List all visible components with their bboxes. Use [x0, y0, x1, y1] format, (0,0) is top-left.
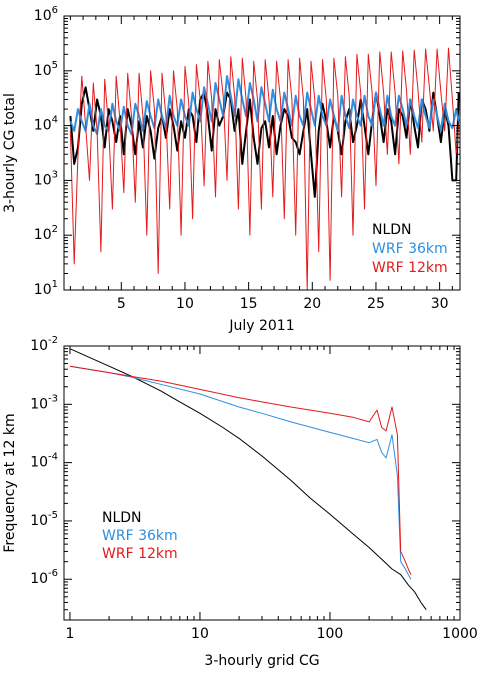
top-series-wrf36-line: [69, 75, 460, 136]
top-x-tick-label: 10: [176, 296, 194, 312]
top-series-wrf12-line: [69, 47, 460, 290]
bottom-legend-wrf12: WRF 12km: [102, 546, 178, 562]
bottom-y-tick-label: 10-6: [30, 568, 58, 587]
bottom-x-tick-label: 1: [65, 626, 74, 642]
top-x-tick-label: 25: [367, 296, 385, 312]
top-y-axis-title: 3-hourly CG total: [2, 93, 18, 213]
top-y-tick-label: 104: [34, 115, 58, 134]
top-legend-nldn: NLDN: [372, 222, 412, 238]
top-panel: 5 10 15 20 25 30 101 102 103 104 105 106 July 2011…: [2, 5, 461, 334]
bottom-series-wrf12-line: [69, 365, 412, 575]
top-x-ticks: 5 10 15 20 25 30: [69, 16, 453, 312]
top-series-nldn-line: [69, 86, 460, 198]
bottom-y-axis-title: Frequency at 12 km: [2, 413, 18, 552]
bottom-series-nldn-line: [69, 348, 427, 610]
top-y-tick-label: 103: [34, 169, 58, 188]
bottom-panel: 1 10 100 1000 10-2 10-3 10-4 10-5 10-6 3-hourly…: [2, 335, 478, 669]
top-y-tick-label: 105: [34, 60, 58, 79]
bottom-legend: NLDN WRF 36km WRF 12km: [102, 510, 178, 562]
bottom-axes-frame: [63, 345, 461, 621]
top-x-tick-label: 20: [303, 296, 321, 312]
bottom-legend-nldn: NLDN: [102, 510, 142, 526]
top-legend-wrf12: WRF 12km: [372, 260, 448, 276]
top-y-tick-label: 102: [34, 224, 58, 243]
bottom-y-tick-label: 10-3: [30, 393, 58, 412]
bottom-y-tick-label: 10-4: [30, 452, 58, 471]
bottom-x-tick-label: 10: [191, 626, 209, 642]
bottom-legend-wrf36: WRF 36km: [102, 528, 178, 544]
bottom-y-ticks: 10-2 10-3 10-4 10-5 10-6: [30, 335, 460, 621]
top-legend-wrf36: WRF 36km: [372, 241, 448, 257]
top-y-tick-label: 106: [34, 5, 58, 24]
top-y-tick-label: 101: [34, 279, 58, 298]
top-x-tick-label: 5: [117, 296, 126, 312]
top-axes-frame: [63, 15, 461, 291]
bottom-y-tick-label: 10-5: [30, 510, 58, 529]
top-plot-area: [69, 47, 460, 290]
top-y-ticks: 101 102 103 104 105 106: [34, 5, 460, 298]
top-x-tick-label: 15: [240, 296, 258, 312]
bottom-x-axis-title: 3-hourly grid CG: [204, 653, 319, 669]
bottom-plot-area: [69, 348, 427, 610]
top-x-axis-title: July 2011: [228, 318, 294, 334]
bottom-x-ticks: 1 10 100 1000: [65, 346, 478, 642]
top-x-tick-label: 30: [431, 296, 449, 312]
bottom-y-tick-label: 10-2: [30, 335, 58, 354]
top-legend: NLDN WRF 36km WRF 12km: [372, 222, 448, 276]
bottom-x-tick-label: 100: [317, 626, 344, 642]
bottom-x-tick-label: 1000: [442, 626, 478, 642]
